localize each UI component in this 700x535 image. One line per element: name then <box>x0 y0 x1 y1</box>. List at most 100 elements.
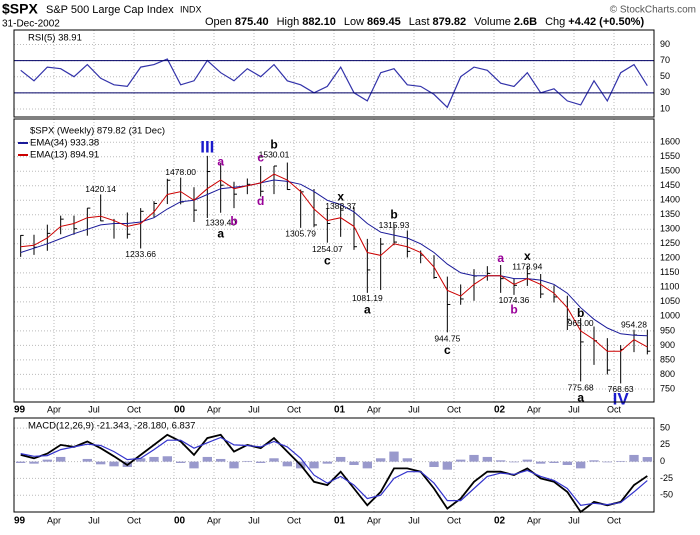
x-tick-label: Apr <box>527 404 541 414</box>
panel-title: MACD(12,26,9) -21.343, -28.180, 6.837 <box>28 421 195 432</box>
quote-value: 2.6B <box>514 16 537 28</box>
annotation: 1081.19 <box>352 293 383 303</box>
annotation: d <box>257 194 264 208</box>
y-tick-label: 1250 <box>660 238 680 248</box>
annotation: 1254.07 <box>312 244 343 254</box>
copyright: © StockCharts.com <box>610 5 696 16</box>
histogram-bar <box>469 454 479 462</box>
y-tick-label: 950 <box>660 325 675 335</box>
line <box>20 58 648 109</box>
y-tick-label: 1350 <box>660 209 680 219</box>
histogram-bar <box>402 458 412 462</box>
y-tick-label: 90 <box>660 39 670 49</box>
histogram-bar <box>42 459 52 462</box>
histogram-bar <box>269 458 279 462</box>
annotation: 1233.66 <box>125 249 156 259</box>
quote-label: Volume <box>474 16 511 28</box>
annotation: 1530.01 <box>259 150 290 160</box>
histogram-bar <box>642 457 652 462</box>
x-tick-label: Apr <box>47 404 61 414</box>
histogram-bar <box>162 456 172 462</box>
x-tick-label: Apr <box>367 404 381 414</box>
annotation: x <box>337 190 344 204</box>
histogram-bar <box>176 461 186 463</box>
histogram-bar <box>16 461 26 463</box>
annotation: 768.63 <box>608 384 634 394</box>
index-name: S&P 500 Large Cap Index <box>46 4 174 16</box>
annotation: a <box>217 227 224 241</box>
annotation: b <box>230 214 237 228</box>
annotation: 965.00 <box>568 318 594 328</box>
x-tick-label: Apr <box>47 515 61 525</box>
panel-frame <box>13 417 655 513</box>
y-tick-label: -25 <box>660 473 673 483</box>
x-tick-label: Oct <box>127 404 142 414</box>
y-tick-label: 850 <box>660 354 675 364</box>
x-tick-label: Jul <box>248 515 260 525</box>
histogram-bar <box>482 456 492 462</box>
histogram-bar <box>336 456 346 462</box>
y-tick-label: 1400 <box>660 195 680 205</box>
x-tick-label: 01 <box>334 516 346 527</box>
annotation: a <box>497 251 504 265</box>
annotation: III <box>200 138 214 157</box>
annotation: 1074.36 <box>499 295 530 305</box>
histogram-bar <box>629 454 639 462</box>
histogram-bar <box>562 461 572 465</box>
x-tick-label: Apr <box>527 515 541 525</box>
y-tick-label: 800 <box>660 369 675 379</box>
histogram-bar <box>429 461 439 468</box>
histogram-bar <box>202 456 212 462</box>
histogram-bar <box>136 458 146 462</box>
x-tick-label: 02 <box>494 516 506 527</box>
histogram-bar <box>349 461 359 465</box>
ema-line <box>20 179 648 337</box>
quote-label: Last <box>409 16 430 28</box>
x-tick-label: Jul <box>248 404 260 414</box>
y-tick-label: 1150 <box>660 267 679 277</box>
histogram-bar <box>82 458 92 462</box>
x-tick-label: Oct <box>607 515 622 525</box>
annotation: c <box>324 253 331 267</box>
quote-label: Low <box>344 16 364 28</box>
legend-title: $SPX (Weekly) 879.82 (31 Dec) <box>30 126 165 137</box>
x-tick-label: Jul <box>568 404 580 414</box>
quote-label: Open <box>205 16 232 28</box>
annotation: b <box>270 137 277 151</box>
histogram-bar <box>309 461 319 469</box>
ema-line <box>20 173 648 352</box>
x-tick-label: Jul <box>408 515 420 525</box>
histogram-bar <box>616 460 626 462</box>
x-tick-label: Jul <box>408 404 420 414</box>
histogram-bar <box>522 459 532 462</box>
histogram-bar <box>576 461 586 469</box>
histogram-bar <box>109 461 119 467</box>
histogram-bar <box>96 461 106 465</box>
annotation: a <box>364 303 371 317</box>
x-tick-label: 99 <box>14 405 26 416</box>
histogram-bar <box>389 451 399 462</box>
histogram-bar <box>56 456 66 462</box>
x-tick-label: 00 <box>174 405 186 416</box>
date: 31-Dec-2002 <box>2 19 60 30</box>
quote-label: High <box>277 16 300 28</box>
histogram-bar <box>216 458 226 462</box>
panel-frame <box>13 29 655 118</box>
histogram-bar <box>509 461 519 463</box>
annotation: 1383.37 <box>325 201 356 211</box>
x-tick-label: 01 <box>334 405 346 416</box>
x-tick-label: Oct <box>287 515 302 525</box>
histogram-bar <box>189 461 199 469</box>
line <box>20 436 648 506</box>
quote: Open 875.40 High 882.10 Low 869.45 Last 879.82 V… <box>205 16 644 28</box>
y-tick-label: 1300 <box>660 224 680 234</box>
quote-value: +4.42 (+0.50%) <box>568 16 644 28</box>
annotation: b <box>390 208 397 222</box>
histogram-bar <box>376 458 386 462</box>
y-tick-label: 1200 <box>660 253 680 263</box>
annotation: 1305.79 <box>285 228 316 238</box>
y-tick-label: -50 <box>660 490 673 500</box>
quote-value: 869.45 <box>367 16 401 28</box>
